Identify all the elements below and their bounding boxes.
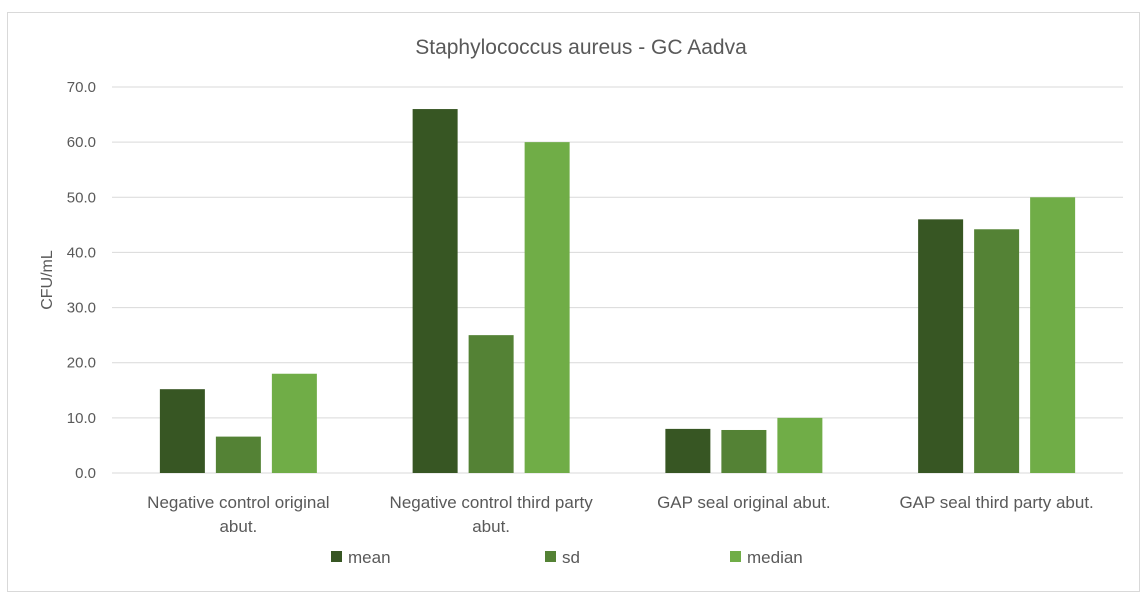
bars bbox=[160, 109, 1075, 473]
legend-swatch-median bbox=[730, 551, 741, 562]
bar-mean bbox=[665, 429, 710, 473]
legend-label-mean: mean bbox=[348, 548, 391, 567]
chart-title: Staphylococcus aureus - GC Aadva bbox=[415, 36, 747, 59]
bar-median bbox=[272, 374, 317, 473]
y-tick-label: 30.0 bbox=[67, 300, 96, 317]
x-category-label: abut. bbox=[219, 517, 257, 536]
bar-mean bbox=[413, 109, 458, 473]
x-category-label: Negative control original bbox=[147, 493, 329, 512]
legend-swatch-mean bbox=[331, 551, 342, 562]
bar-sd bbox=[216, 437, 261, 473]
bar-mean bbox=[160, 389, 205, 473]
y-tick-label: 0.0 bbox=[75, 465, 96, 482]
bar-sd bbox=[974, 229, 1019, 473]
legend: mean sd median bbox=[331, 548, 803, 567]
legend-label-sd: sd bbox=[562, 548, 580, 567]
y-tick-label: 50.0 bbox=[67, 189, 96, 206]
y-tick-label: 60.0 bbox=[67, 134, 96, 151]
legend-swatch-sd bbox=[545, 551, 556, 562]
gridlines bbox=[112, 87, 1123, 473]
y-axis-label: CFU/mL bbox=[39, 250, 56, 310]
bar-sd bbox=[721, 430, 766, 473]
x-category-label: GAP seal original abut. bbox=[657, 493, 831, 512]
bar-median bbox=[525, 142, 570, 473]
y-tick-label: 20.0 bbox=[67, 355, 96, 372]
y-axis-ticks: 0.0 10.0 20.0 30.0 40.0 50.0 60.0 70.0 bbox=[67, 79, 96, 482]
x-category-label: GAP seal third party abut. bbox=[899, 493, 1093, 512]
x-category-label: Negative control third party bbox=[390, 493, 594, 512]
bar-mean bbox=[918, 219, 963, 473]
bar-sd bbox=[469, 335, 514, 473]
x-category-label: abut. bbox=[472, 517, 510, 536]
x-axis-categories: Negative control original abut. Negative c… bbox=[147, 493, 1094, 536]
bar-median bbox=[777, 418, 822, 473]
y-tick-label: 70.0 bbox=[67, 79, 96, 96]
y-tick-label: 10.0 bbox=[67, 410, 96, 427]
legend-label-median: median bbox=[747, 548, 803, 567]
y-tick-label: 40.0 bbox=[67, 244, 96, 261]
bar-median bbox=[1030, 197, 1075, 473]
